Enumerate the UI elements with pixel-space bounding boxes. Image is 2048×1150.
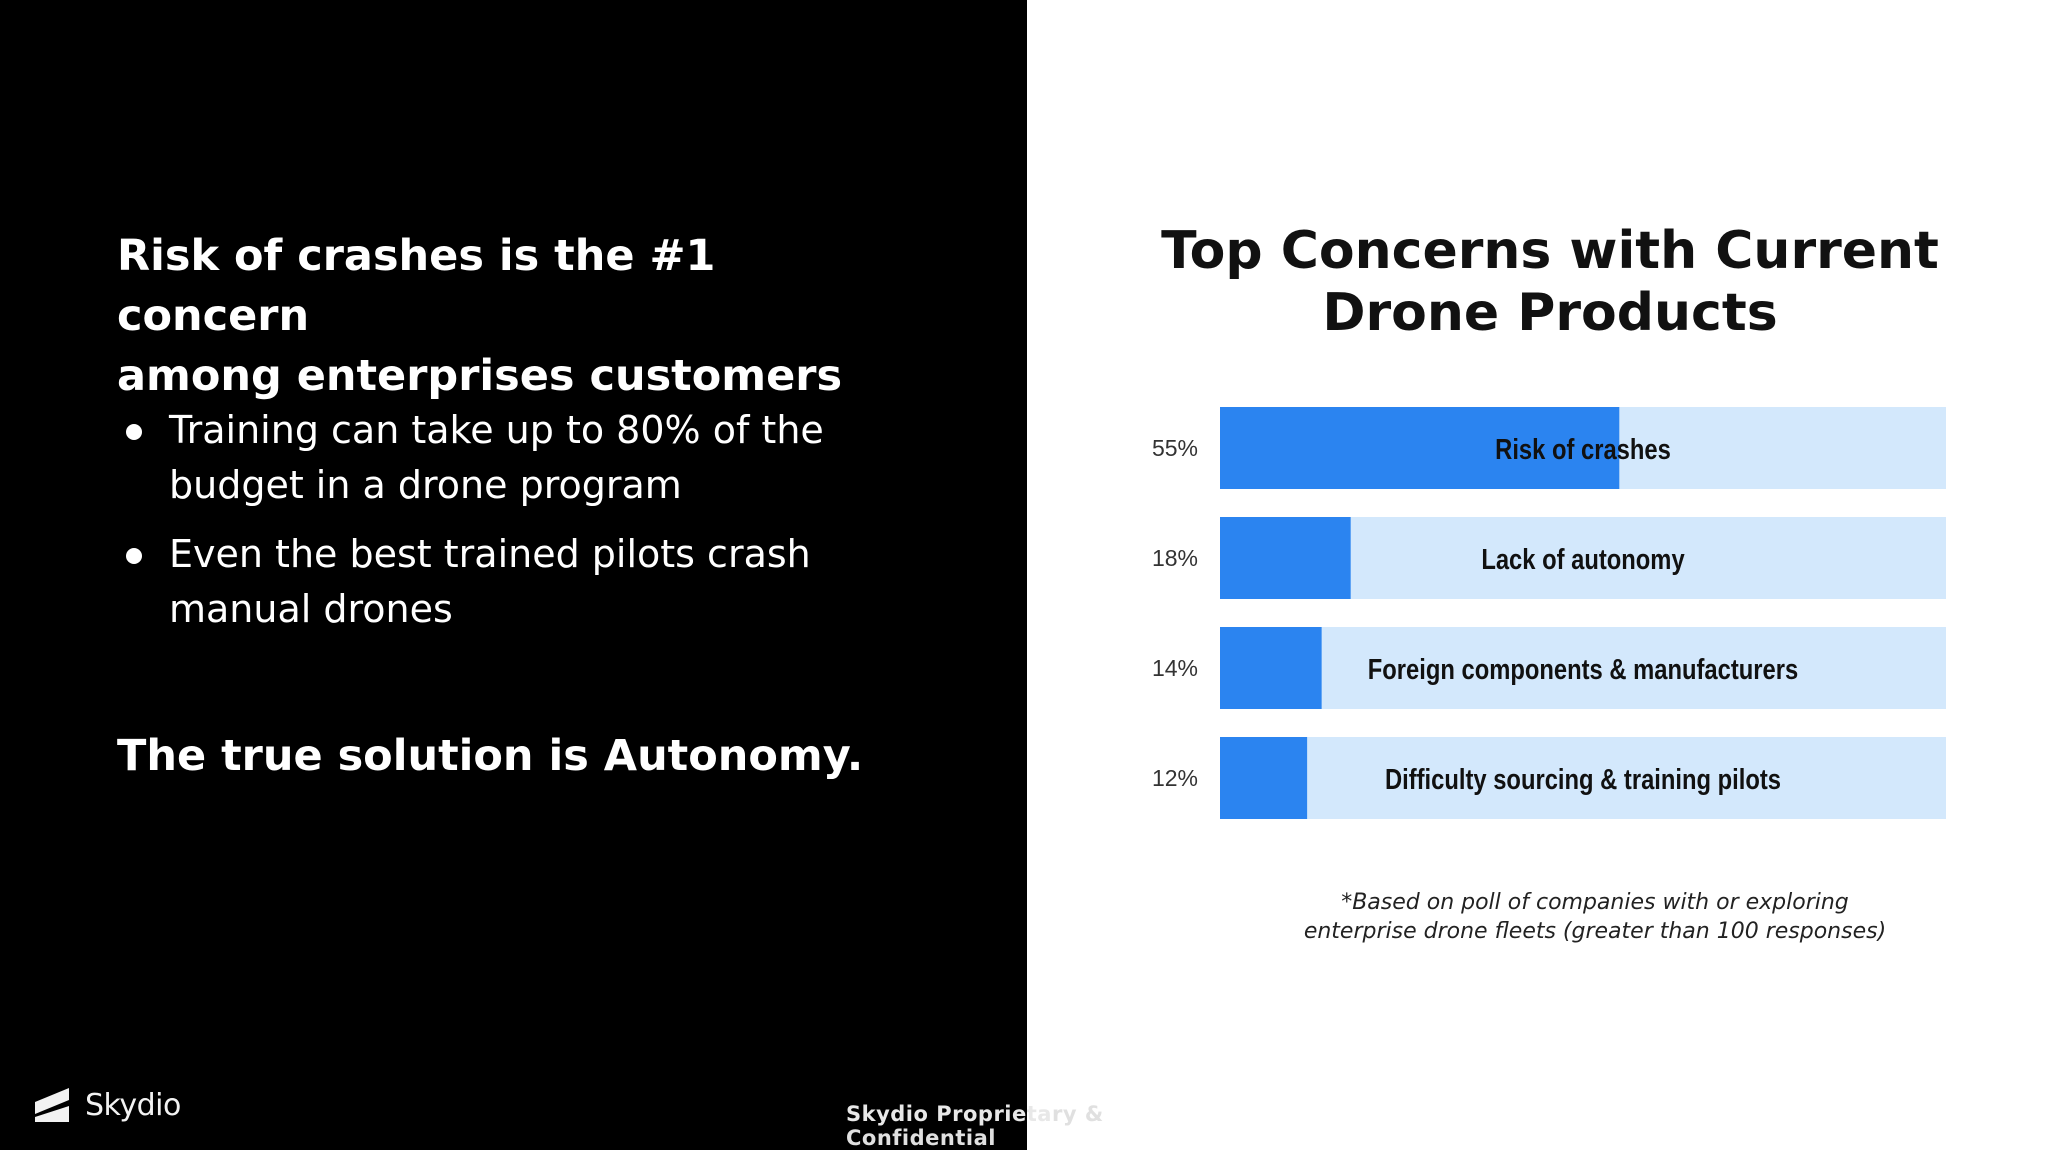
bar (1220, 737, 1308, 819)
footnote-line-1: *Based on poll of companies with or expl… (1341, 890, 1849, 915)
bar-track (1220, 737, 1946, 819)
footer-confidential: Skydio Proprietary & Confidential (846, 1102, 1226, 1150)
category-label: Foreign components & manufacturers (1368, 653, 1798, 686)
bar-row: Lack of autonomy 18% (1152, 517, 1946, 599)
bar-row: Foreign components & manufacturers 14% (1152, 627, 1946, 709)
bullet-dot-icon (126, 548, 142, 564)
bar (1220, 407, 1620, 489)
footnote-line-2: enterprise drone fleets (greater than 10… (1303, 919, 1887, 944)
bullet-item: Even the best trained pilots crash manua… (117, 527, 917, 637)
chart-footnote: *Based on poll of companies with or expl… (1200, 888, 1990, 946)
bullet-dot-icon (126, 424, 142, 440)
bar-row: Risk of crashes 55% (1152, 407, 1946, 489)
skydio-logo: Skydio (31, 1085, 181, 1125)
footer-text-left: Skydio Proprieta (846, 1102, 1052, 1126)
footer-text-right: ry & Confidential (846, 1102, 1104, 1150)
category-label: Lack of autonomy (1481, 543, 1685, 576)
bullet-text: Even the best trained pilots crash manua… (169, 532, 811, 631)
logo-text: Skydio (85, 1087, 181, 1123)
bullet-list: Training can take up to 80% of the budge… (117, 403, 917, 651)
bar (1220, 517, 1351, 599)
bullet-text: Training can take up to 80% of the budge… (169, 408, 824, 507)
bar-track (1220, 627, 1946, 709)
bar-chart: Risk of crashes 55% Lack of autonomy 18% For… (1152, 407, 1946, 819)
chart-title-line-2: Drone Products (1322, 283, 1778, 343)
value-label: 14% (1152, 655, 1198, 681)
category-label: Risk of crashes (1495, 433, 1671, 466)
chart-title: Top Concerns with Current Drone Products (1100, 220, 2000, 344)
conclusion-text: The true solution is Autonomy. (117, 731, 864, 781)
value-label: 18% (1152, 545, 1198, 571)
headline: Risk of crashes is the #1 concern among … (117, 226, 917, 406)
left-panel: Risk of crashes is the #1 concern among … (0, 0, 1027, 1150)
value-label: 55% (1152, 435, 1198, 461)
category-label: Difficulty sourcing & training pilots (1385, 763, 1781, 796)
value-label: 12% (1152, 765, 1198, 791)
bar (1220, 627, 1322, 709)
headline-line-1: Risk of crashes is the #1 concern (117, 231, 716, 341)
headline-line-2: among enterprises customers (117, 351, 843, 401)
chart-title-line-1: Top Concerns with Current (1161, 221, 1939, 281)
bar-row: Difficulty sourcing & training pilots 12% (1152, 737, 1946, 819)
skydio-logo-icon (35, 1088, 69, 1122)
bullet-item: Training can take up to 80% of the budge… (117, 403, 917, 513)
